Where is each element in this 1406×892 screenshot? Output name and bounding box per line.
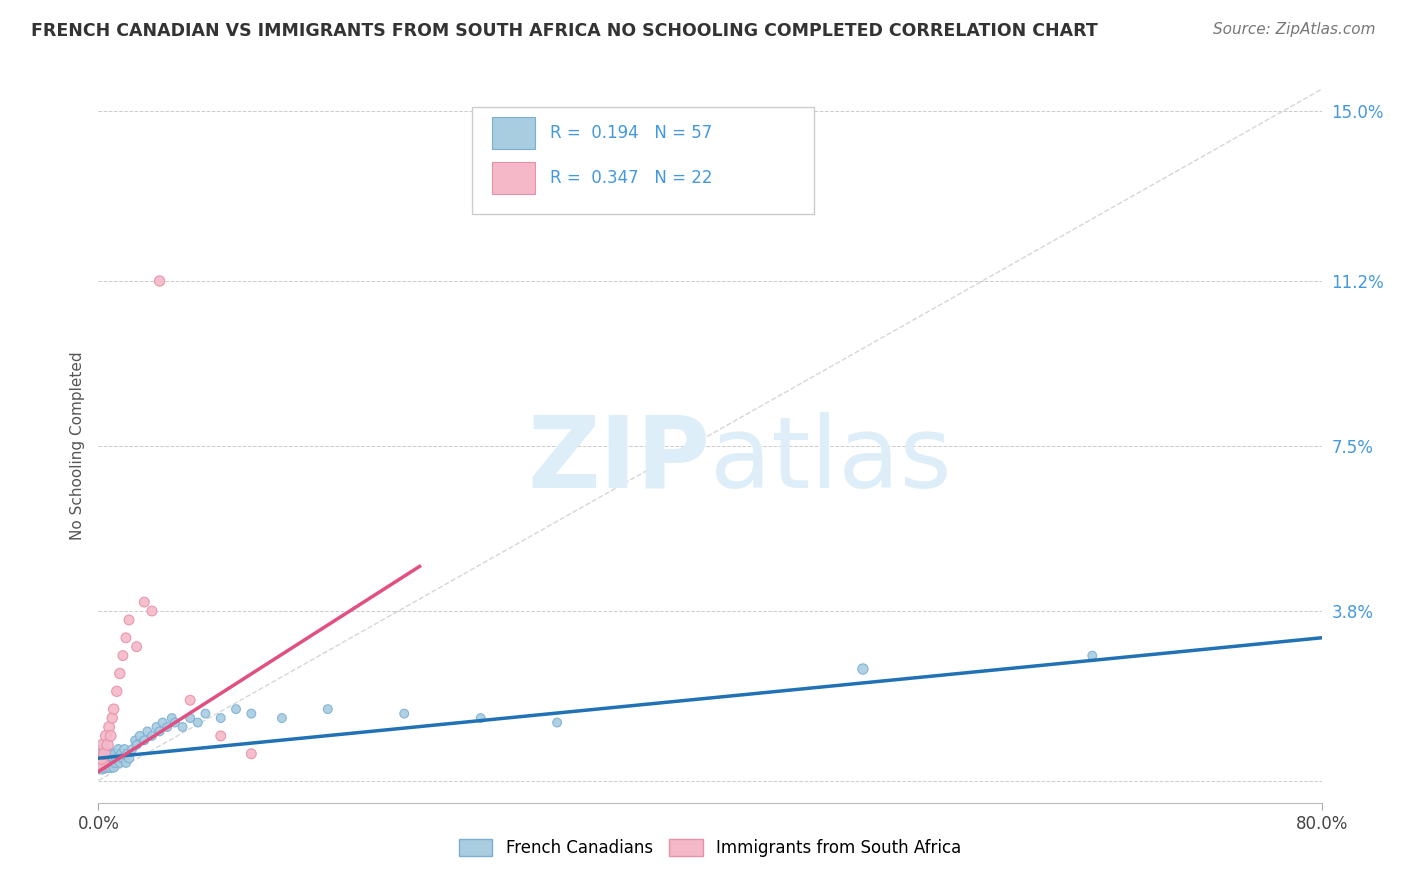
Point (90, 760, 112, 774)
Point (103, 751, 125, 765)
Point (91, 756, 114, 770)
Point (136, 724, 159, 739)
Point (145, 720, 167, 734)
Point (316, 702, 339, 716)
FancyBboxPatch shape (492, 118, 536, 150)
Point (1081, 648, 1104, 663)
Point (179, 711, 201, 725)
Point (128, 729, 150, 743)
Y-axis label: No Schooling Completed: No Schooling Completed (69, 351, 84, 541)
Point (100, 729, 122, 743)
Point (152, 715, 174, 730)
Point (98, 747, 121, 761)
Point (101, 756, 124, 770)
Point (121, 742, 143, 756)
Point (100, 751, 122, 765)
Point (105, 751, 128, 765)
Point (194, 706, 217, 721)
Text: atlas: atlas (710, 412, 952, 508)
Point (172, 720, 194, 734)
Point (125, 738, 148, 752)
Point (225, 702, 247, 716)
Point (111, 648, 134, 663)
Point (89, 756, 111, 770)
Point (89, 756, 111, 770)
FancyBboxPatch shape (492, 162, 536, 194)
Point (117, 747, 139, 761)
Point (240, 706, 263, 721)
Point (124, 733, 146, 747)
Point (134, 733, 156, 747)
Point (179, 693, 201, 707)
Point (163, 715, 186, 730)
Point (103, 702, 125, 716)
Point (98, 720, 121, 734)
Text: R =  0.194   N = 57: R = 0.194 N = 57 (550, 125, 711, 143)
Text: Source: ZipAtlas.com: Source: ZipAtlas.com (1212, 22, 1375, 37)
FancyBboxPatch shape (471, 107, 814, 214)
Legend: French Canadians, Immigrants from South Africa: French Canadians, Immigrants from South … (450, 831, 970, 866)
Point (93, 760, 115, 774)
Point (141, 729, 163, 743)
Point (108, 666, 131, 681)
Point (546, 715, 568, 730)
Point (94, 747, 117, 761)
Point (101, 711, 124, 725)
Point (270, 711, 292, 725)
Point (104, 747, 127, 761)
Point (93, 747, 115, 761)
Point (107, 742, 129, 756)
Point (470, 711, 492, 725)
Point (240, 747, 263, 761)
Point (392, 706, 416, 721)
Point (115, 756, 138, 770)
Point (105, 684, 128, 698)
Point (187, 715, 209, 730)
Point (94, 729, 117, 743)
Text: ZIP: ZIP (527, 412, 710, 508)
Point (209, 729, 232, 743)
Point (141, 604, 163, 618)
Point (94, 756, 117, 770)
Point (118, 613, 141, 627)
Point (110, 747, 132, 761)
Point (101, 747, 124, 761)
Point (104, 756, 127, 770)
Point (160, 711, 183, 725)
Point (118, 751, 141, 765)
Point (90, 747, 112, 761)
Text: FRENCH CANADIAN VS IMMIGRANTS FROM SOUTH AFRICA NO SCHOOLING COMPLETED CORRELATI: FRENCH CANADIAN VS IMMIGRANTS FROM SOUTH… (31, 22, 1098, 40)
Point (125, 640, 148, 654)
Point (852, 662, 875, 676)
Point (91, 742, 114, 756)
Point (90, 751, 112, 765)
Point (209, 711, 232, 725)
Point (100, 760, 122, 774)
Point (112, 742, 135, 756)
Point (97, 738, 120, 752)
Point (149, 274, 172, 288)
Point (111, 751, 134, 765)
Point (98, 756, 121, 770)
Text: R =  0.347   N = 22: R = 0.347 N = 22 (550, 169, 713, 187)
Point (91, 738, 114, 752)
Point (108, 756, 131, 770)
Point (97, 751, 120, 765)
Point (103, 760, 125, 774)
Point (149, 724, 172, 739)
Point (93, 751, 115, 765)
Point (134, 595, 156, 609)
Point (156, 720, 179, 734)
Point (115, 631, 138, 645)
Point (97, 760, 120, 774)
